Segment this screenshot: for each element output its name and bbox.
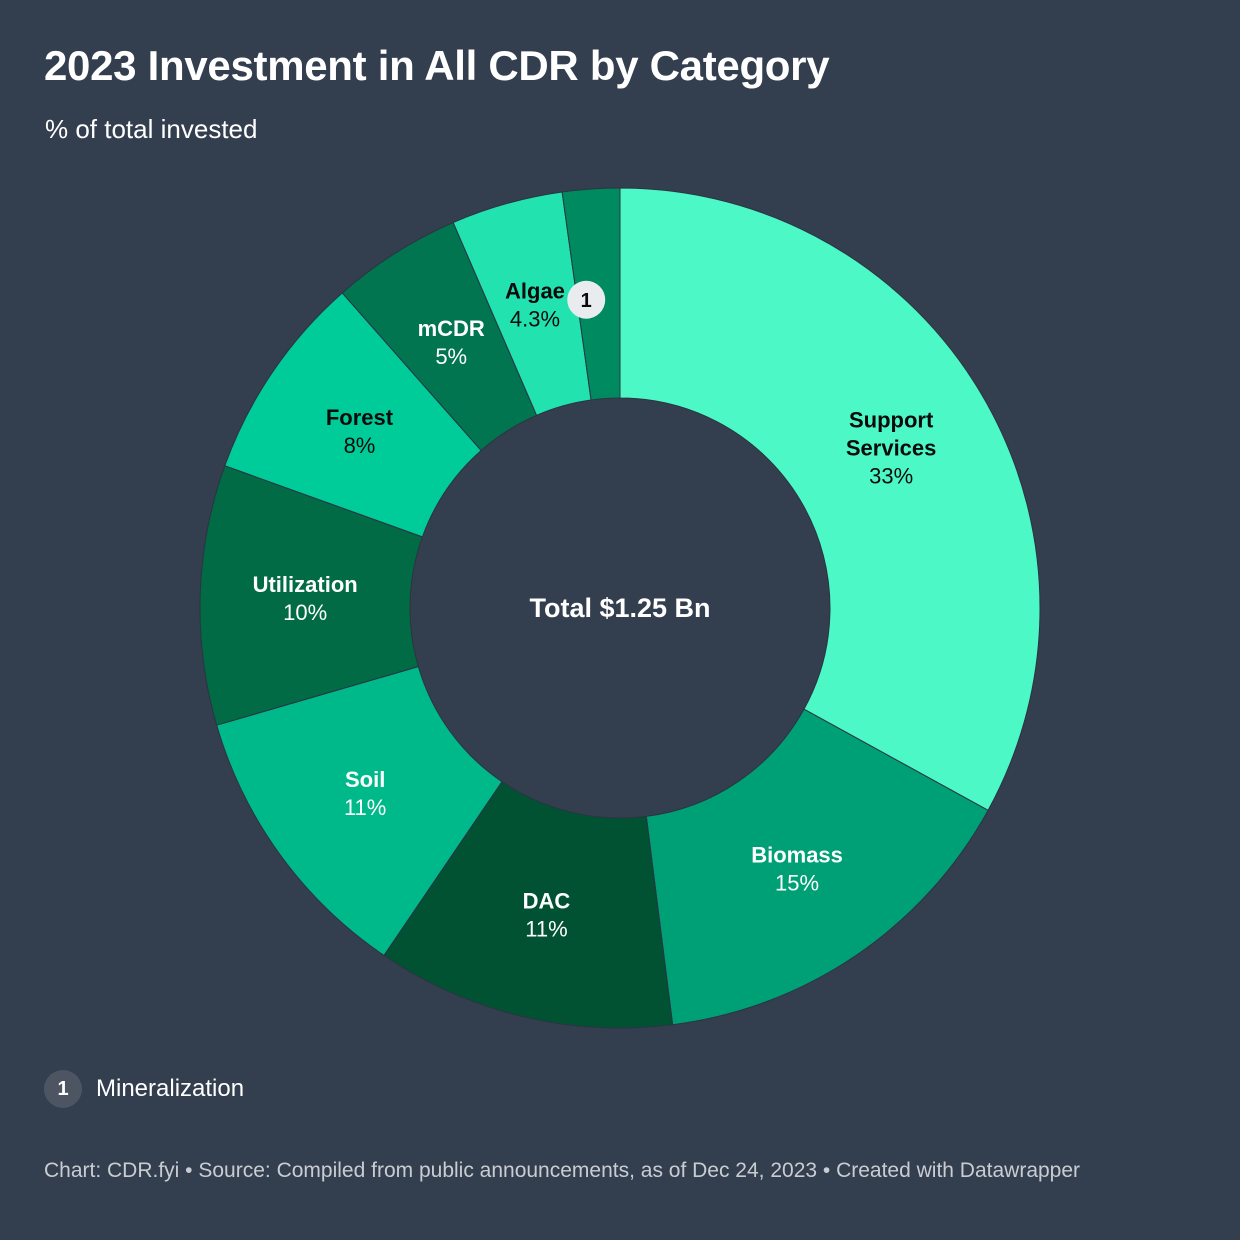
footnote-text: Mineralization [96,1075,245,1102]
chart-subtitle: % of total invested [45,114,258,144]
slice-utilization [199,465,424,726]
slice-percent-text: 15% [775,871,819,896]
source-credit: Chart: CDR.fyi • Source: Compiled from p… [44,1159,1081,1182]
center-total-label: Total $1.25 Bn [529,593,710,623]
slice-category-text: Forest [326,405,394,430]
footnote: 1 Mineralization [44,1070,244,1108]
slice-label-biomass: Biomass 15% [751,843,843,896]
chart-title: 2023 Investment in All CDR by Category [44,42,830,89]
slice-marker-mineralization: 1 [567,280,606,319]
slice-biomass [645,708,989,1026]
donut-slices [199,187,1041,1029]
slice-label-forest: Forest 8% [326,405,394,458]
marker-number: 1 [581,290,592,312]
slice-percent-text: 5% [435,344,467,369]
slice-dac [383,780,674,1029]
slice-label-mcdr: mCDR 5% [418,316,485,369]
slice-percent-text: 11% [525,916,567,941]
slice-label-support-services: Support Services 33% [846,408,937,489]
slice-label-dac: DAC 11% [523,888,571,941]
marker-badge [567,280,606,319]
slice-category-text: Services [846,436,937,461]
slice-label-soil: Soil 11% [344,767,386,820]
slice-category-text: Support [849,408,934,433]
slice-category-text: Biomass [751,843,843,868]
donut-slice-labels: SupportServices33%Biomass15%DAC11%Soil11… [253,279,937,942]
slice-category-text: Utilization [253,572,358,597]
slice-category-text: mCDR [418,316,485,341]
slice-support-services [619,187,1041,812]
slice-label-algae: Algae 4.3% [505,279,565,332]
footnote-marker-badge: 1 [44,1070,82,1108]
slice-category-text: Soil [345,767,385,792]
slice-category-text: Algae [505,279,565,304]
slice-percent-text: 11% [344,795,386,820]
slice-percent-text: 33% [869,464,913,489]
slice-percent-text: 10% [283,600,327,625]
slice-percent-text: 4.3% [510,307,560,332]
slice-percent-text: 8% [344,433,376,458]
slice-category-text: DAC [523,888,571,913]
slice-label-utilization: Utilization 10% [253,572,358,625]
